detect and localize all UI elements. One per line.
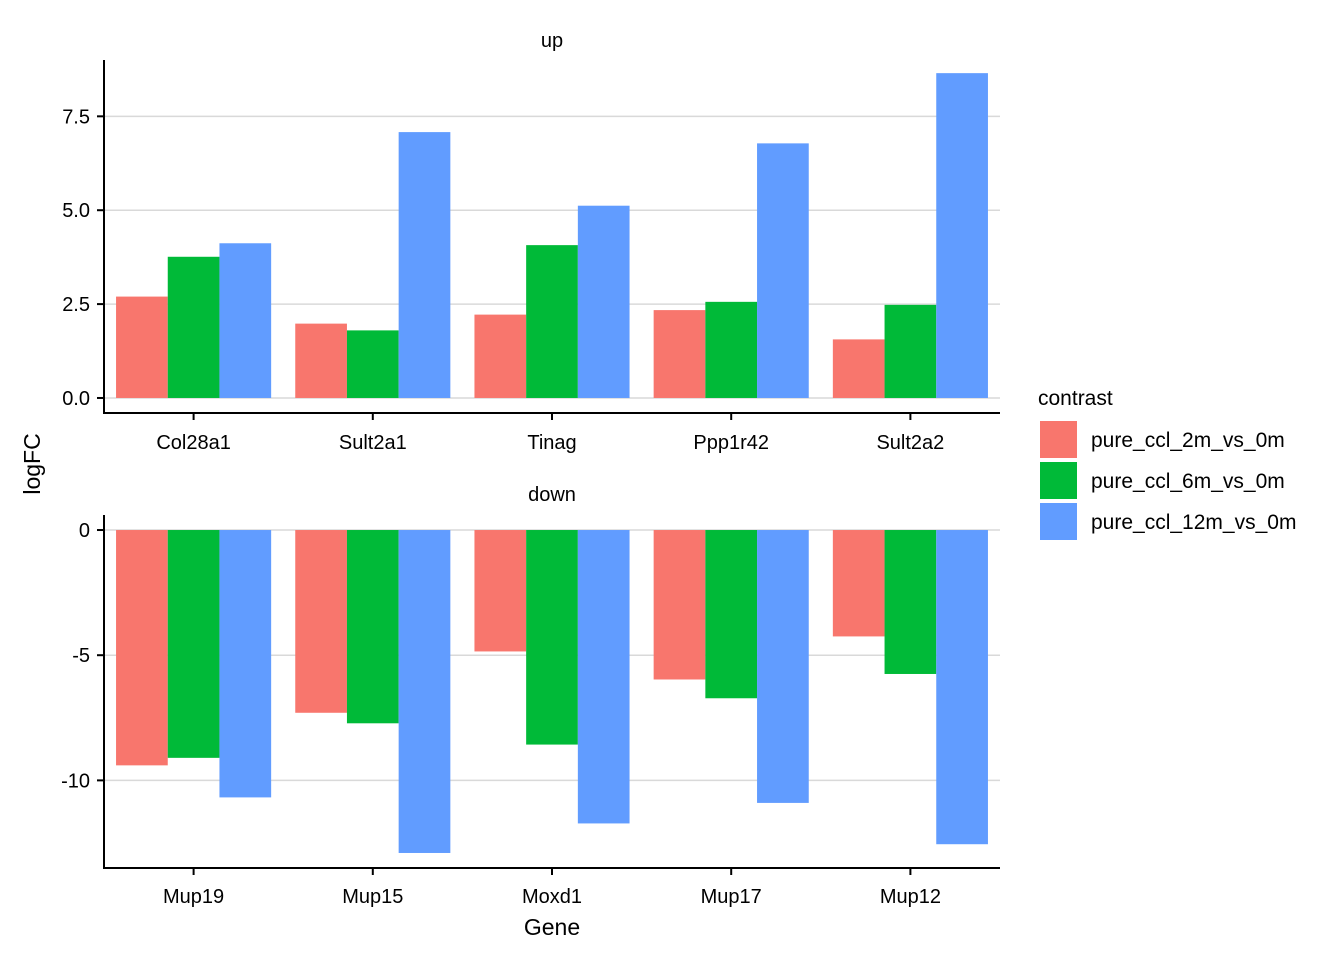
bar-col28a1-pure-ccl-2m-vs-0m xyxy=(116,296,168,398)
bar-tinag-pure-ccl-6m-vs-0m xyxy=(526,245,578,398)
legend: contrast pure_ccl_2m_vs_0m pure_ccl_6m_vs… xyxy=(1038,387,1296,540)
bar-mup19-pure-ccl-6m-vs-0m xyxy=(167,530,220,758)
bar-mup15-pure-ccl-2m-vs-0m xyxy=(295,530,347,713)
bar-sult2a2-pure-ccl-12m-vs-0m xyxy=(936,73,988,398)
y-tick-label: 0 xyxy=(79,520,90,542)
legend-label: pure_ccl_12m_vs_0m xyxy=(1091,511,1296,534)
bar-mup15-pure-ccl-12m-vs-0m xyxy=(398,530,451,853)
bar-sult2a1-pure-ccl-12m-vs-0m xyxy=(398,132,451,398)
bar-tinag-pure-ccl-2m-vs-0m xyxy=(474,314,527,398)
legend-swatch xyxy=(1040,503,1077,540)
y-tick-label: 7.5 xyxy=(62,106,90,128)
bar-moxd1-pure-ccl-2m-vs-0m xyxy=(474,530,527,652)
bar-tinag-pure-ccl-12m-vs-0m xyxy=(577,205,630,398)
bar-mup12-pure-ccl-6m-vs-0m xyxy=(884,530,937,674)
x-tick-label-mup12: Mup12 xyxy=(880,886,941,908)
bar-ppp1r42-pure-ccl-6m-vs-0m xyxy=(705,301,758,398)
bar-sult2a2-pure-ccl-6m-vs-0m xyxy=(884,304,937,398)
x-tick-label-ppp1r42: Ppp1r42 xyxy=(693,432,769,454)
x-tick-label-mup17: Mup17 xyxy=(701,886,762,908)
bar-mup19-pure-ccl-2m-vs-0m xyxy=(116,530,168,766)
x-tick-label-sult2a1: Sult2a1 xyxy=(339,432,407,454)
y-tick-label: 0.0 xyxy=(62,388,90,410)
bar-moxd1-pure-ccl-6m-vs-0m xyxy=(526,530,578,745)
y-tick-label: 2.5 xyxy=(62,294,90,316)
y-tick-label: 5.0 xyxy=(62,200,90,222)
legend-title: contrast xyxy=(1038,387,1113,410)
bar-mup12-pure-ccl-2m-vs-0m xyxy=(832,530,885,637)
panel-strip-label: down xyxy=(528,484,576,506)
legend-item-pure-ccl-12m-vs-0m: pure_ccl_12m_vs_0m xyxy=(1040,503,1296,540)
legend-item-pure-ccl-2m-vs-0m: pure_ccl_2m_vs_0m xyxy=(1040,421,1285,458)
bar-sult2a2-pure-ccl-2m-vs-0m xyxy=(832,339,885,398)
bar-mup19-pure-ccl-12m-vs-0m xyxy=(219,530,272,798)
legend-label: pure_ccl_6m_vs_0m xyxy=(1091,470,1285,493)
panels: up 0.0 2.5 5.0 7.5 Col28a1 Sult2a1 Tinag Ppp1r42… xyxy=(61,30,1000,908)
bar-ppp1r42-pure-ccl-12m-vs-0m xyxy=(757,143,809,398)
bar-mup17-pure-ccl-2m-vs-0m xyxy=(653,530,706,680)
x-tick-label-col28a1: Col28a1 xyxy=(156,432,231,454)
legend-label: pure_ccl_2m_vs_0m xyxy=(1091,429,1285,452)
panel-down: down 0 -5 -10 Mup19 Mup15 Moxd1 Mup17 Mup12 xyxy=(61,484,1000,908)
bar-moxd1-pure-ccl-12m-vs-0m xyxy=(577,530,630,824)
panel-strip-label: up xyxy=(541,30,563,52)
bar-mup17-pure-ccl-6m-vs-0m xyxy=(705,530,758,699)
x-tick-label-moxd1: Moxd1 xyxy=(522,886,582,908)
bar-col28a1-pure-ccl-6m-vs-0m xyxy=(167,256,220,398)
y-tick-label: -5 xyxy=(72,645,90,667)
bar-sult2a1-pure-ccl-2m-vs-0m xyxy=(295,323,347,398)
bar-col28a1-pure-ccl-12m-vs-0m xyxy=(219,243,272,398)
y-tick-label: -10 xyxy=(61,770,90,792)
x-tick-label-sult2a2: Sult2a2 xyxy=(876,432,944,454)
bar-mup17-pure-ccl-12m-vs-0m xyxy=(757,530,809,803)
x-tick-label-mup19: Mup19 xyxy=(163,886,224,908)
legend-swatch xyxy=(1040,421,1077,458)
legend-swatch xyxy=(1040,462,1077,499)
x-axis-title: Gene xyxy=(524,914,580,940)
y-axis-title: logFC xyxy=(19,433,45,494)
x-tick-label-tinag: Tinag xyxy=(527,432,576,454)
bar-mup15-pure-ccl-6m-vs-0m xyxy=(346,530,399,724)
bar-ppp1r42-pure-ccl-2m-vs-0m xyxy=(653,310,706,398)
x-tick-label-mup15: Mup15 xyxy=(342,886,403,908)
panel-up: up 0.0 2.5 5.0 7.5 Col28a1 Sult2a1 Tinag Ppp1r42… xyxy=(62,30,1000,454)
legend-item-pure-ccl-6m-vs-0m: pure_ccl_6m_vs_0m xyxy=(1040,462,1285,499)
bar-sult2a1-pure-ccl-6m-vs-0m xyxy=(346,330,399,398)
bar-mup12-pure-ccl-12m-vs-0m xyxy=(936,530,988,845)
